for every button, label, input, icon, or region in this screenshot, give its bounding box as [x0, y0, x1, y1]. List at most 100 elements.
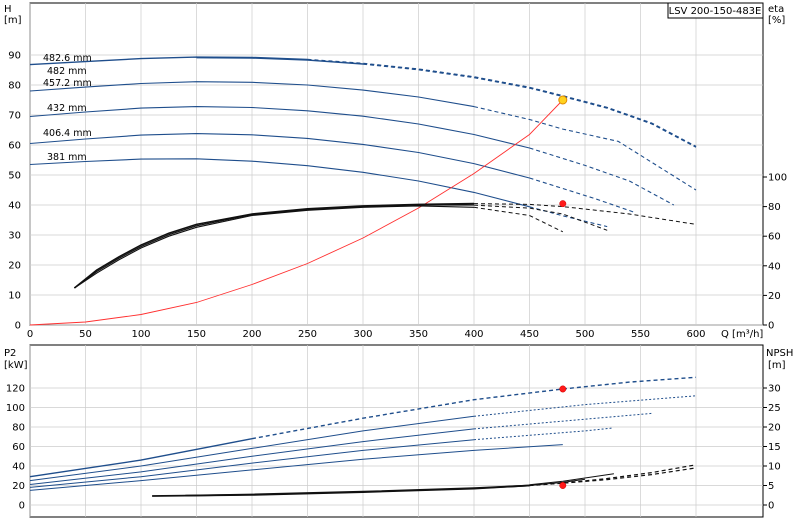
power-curve-dashed: [473, 412, 652, 430]
head-tick-label: 90: [8, 51, 21, 62]
top-ylabel-right-2: [%]: [768, 15, 785, 26]
head-tick-label: 40: [8, 201, 21, 212]
top-curves: [29, 56, 697, 326]
system-curve: [29, 99, 564, 326]
efficiency-point-marker: [559, 200, 567, 208]
top-ylabel-left-1: H: [4, 4, 12, 15]
top-ylabel-right-1: eta: [768, 4, 784, 15]
x-tick-label: 100: [131, 329, 150, 340]
efficiency-curve-dashed: [473, 204, 608, 231]
x-tick-label: 50: [79, 329, 92, 340]
npsh-curve-solid: [185, 484, 530, 497]
bottom-ylabel-left-2: [kW]: [4, 360, 28, 371]
npsh-tick-label: 30: [768, 384, 781, 395]
x-axis-label: Q [m³/h]: [721, 329, 763, 340]
impeller-diameter-label: 482 mm: [47, 66, 87, 77]
head-curve-dashed: [529, 206, 608, 228]
duty-point-marker: [558, 95, 568, 105]
efficiency-curve-dashed: [473, 206, 564, 233]
power-tick-label: 40: [12, 462, 25, 473]
title-box: LSV 200-150-483E: [667, 2, 764, 19]
head-tick-label: 50: [8, 171, 21, 182]
efficiency-curve-solid: [74, 205, 475, 289]
efficiency-curve-dashed: [473, 203, 697, 225]
head-tick-label: 0: [15, 321, 21, 332]
npsh-curve-dashed: [529, 464, 697, 487]
power-tick-label: 0: [19, 501, 25, 512]
bottom-ylabel-left-1: P2: [4, 348, 16, 359]
power-curve-solid: [29, 439, 475, 488]
power-curve-solid: [29, 444, 563, 491]
power-curve-solid: [29, 438, 253, 478]
power-curve-dashed: [473, 427, 613, 441]
x-tick-label: 350: [409, 329, 428, 340]
npsh-point-marker: [559, 482, 567, 489]
power-point-marker: [559, 385, 567, 393]
head-tick-label: 60: [8, 141, 21, 152]
power-npsh-panel: 0 20 40 60 80 100 120 0 5 10 15 20 25 30: [6, 344, 781, 518]
head-curve-solid: [29, 81, 475, 108]
impeller-diameter-label: 482.6 mm: [43, 53, 92, 64]
eta-tick-label: 40: [768, 261, 781, 272]
x-tick-label: 250: [298, 329, 317, 340]
x-tick-label: 450: [520, 329, 539, 340]
head-curve-solid: [196, 57, 364, 65]
power-tick-label: 120: [6, 384, 25, 395]
power-curve-dashed: [251, 376, 697, 440]
head-curve-dashed: [529, 147, 675, 206]
x-tick-label: 150: [187, 329, 206, 340]
impeller-diameter-label: 457.2 mm: [43, 78, 92, 89]
power-curve-solid: [29, 415, 475, 482]
npsh-tick-label: 15: [768, 442, 781, 453]
x-tick-label: 600: [686, 329, 705, 340]
impeller-diameter-label: 381 mm: [47, 152, 87, 163]
head-efficiency-panel: 0 50 100 150 200 250 300 350 400 450 500 550 6000102…: [8, 2, 787, 341]
eta-tick-label: 100: [768, 173, 787, 184]
impeller-diameter-label: 432 mm: [47, 103, 87, 114]
bottom-curves: [29, 376, 697, 497]
power-curve-solid: [29, 428, 475, 485]
eta-tick-label: 60: [768, 232, 781, 243]
power-tick-label: 60: [12, 442, 25, 453]
power-tick-label: 100: [6, 403, 25, 414]
bottom-ylabel-right-1: NPSH: [766, 348, 793, 359]
head-tick-label: 70: [8, 111, 21, 122]
head-tick-label: 20: [8, 261, 21, 272]
head-curve-solid: [29, 106, 530, 149]
head-curve-dashed: [473, 106, 697, 191]
head-tick-label: 30: [8, 231, 21, 242]
head-tick-label: 10: [8, 291, 21, 302]
top-ticks: 0 50 100 150 200 250 300 350 400 450 500 550 6000102…: [8, 51, 787, 341]
head-curve-dashed: [362, 63, 697, 148]
x-tick-label: 0: [27, 329, 33, 340]
x-tick-label: 200: [242, 329, 261, 340]
top-ylabel-left-2: [m]: [4, 15, 22, 26]
npsh-curve-dashed: [529, 473, 614, 486]
eta-tick-label: 80: [768, 202, 781, 213]
power-tick-label: 80: [12, 423, 25, 434]
x-tick-label: 500: [575, 329, 594, 340]
npsh-tick-label: 0: [768, 501, 774, 512]
power-tick-label: 20: [12, 481, 25, 492]
eta-tick-label: 20: [768, 291, 781, 302]
npsh-tick-label: 25: [768, 403, 781, 414]
x-tick-label: 550: [631, 329, 650, 340]
head-curve-solid: [29, 158, 530, 208]
top-plot-frame: [29, 2, 764, 326]
bottom-ylabel-right-2: [m]: [768, 360, 786, 371]
chart-title: LSV 200-150-483E: [669, 6, 762, 17]
title-frame: [667, 2, 764, 19]
npsh-tick-label: 5: [768, 481, 774, 492]
power-curve-dashed: [473, 395, 697, 417]
head-curve-solid: [29, 133, 530, 179]
efficiency-curve-solid: [73, 202, 475, 289]
npsh-tick-label: 10: [768, 462, 781, 473]
head-curve-dashed: [529, 177, 636, 214]
eta-tick-label: 0: [768, 321, 774, 332]
x-tick-label: 300: [353, 329, 372, 340]
bottom-ticks: 0 20 40 60 80 100 120 0 5 10 15 20 25 30: [6, 384, 781, 512]
efficiency-curve-solid: [74, 204, 474, 289]
